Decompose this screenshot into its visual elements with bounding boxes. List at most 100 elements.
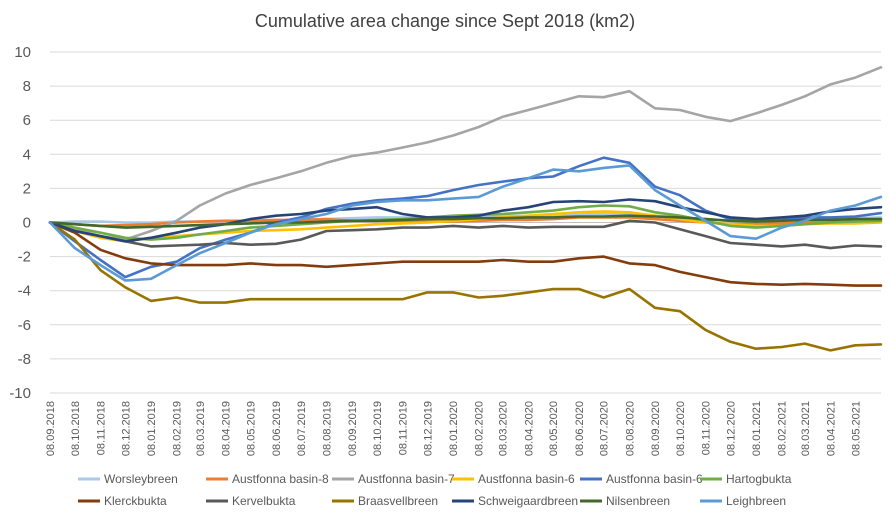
x-tick: 08.04.2021 [826,401,838,456]
series-line-6 [48,221,883,287]
x-tick-label: 08.05.2019 [245,401,257,456]
x-tick-label: 08.10.2020 [675,401,687,456]
legend-label: Austfonna basin-6 [606,472,703,486]
x-tick: 08.05.2021 [850,401,862,456]
x-tick: 08.12.2020 [725,401,737,456]
x-tick: 08.11.2019 [398,401,410,455]
legend-item: Leighbreen [700,494,786,508]
x-tick: 08.12.2018 [120,401,132,456]
x-tick-label: 08.09.2018 [45,401,57,456]
series-line-10 [48,214,883,229]
series-lines [48,66,883,352]
legend-item: Schweigaardbreen [452,494,578,508]
x-tick: 08.11.2018 [95,401,107,455]
x-tick-label: 08.04.2019 [220,401,232,456]
x-tick-label: 08.04.2021 [826,401,838,456]
x-tick-label: 08.09.2020 [650,401,662,456]
x-tick: 08.01.2020 [448,401,460,456]
x-tick: 08.11.2020 [701,401,713,455]
y-axis-ticks: 10 8 6 4 2 0 -2 -4 -6 -8 -10 [9,44,31,402]
y-tick-label: 10 [14,44,31,61]
legend-item: Kervelbukta [206,494,296,508]
x-tick-label: 08.11.2020 [701,401,713,455]
legend-item: Braasvellbreen [332,494,438,508]
x-tick: 08.01.2021 [751,401,763,456]
y-tick-label: 2 [23,180,31,197]
x-tick: 08.05.2020 [548,401,560,456]
x-tick-label: 08.12.2019 [422,401,434,456]
x-tick-label: 08.05.2020 [548,401,560,456]
x-tick: 08.08.2020 [624,401,636,456]
legend: Worsleybreen Austfonna basin-8 Austfonna b… [78,472,792,508]
x-tick: 08.09.2018 [45,401,57,456]
x-tick-label: 08.06.2020 [574,401,586,456]
x-tick: 08.03.2020 [498,401,510,456]
x-tick: 08.10.2018 [70,401,82,456]
legend-label: Worsleybreen [104,472,178,486]
legend-item: Austfonna basin-6 [580,472,703,486]
series-line-2 [48,66,883,241]
x-tick-label: 08.02.2019 [172,401,184,456]
x-tick: 08.06.2020 [574,401,586,456]
x-tick-label: 08.12.2020 [725,401,737,456]
y-tick-label: -8 [18,351,31,368]
y-tick-label: 0 [23,215,31,232]
x-tick: 08.05.2019 [245,401,257,456]
x-tick: 08.09.2019 [347,401,359,456]
x-tick: 08.01.2019 [146,401,158,456]
x-tick: 08.07.2020 [599,401,611,456]
x-tick-label: 08.02.2020 [474,401,486,456]
x-tick-label: 08.07.2020 [599,401,611,456]
legend-label: Austfonna basin-8 [232,472,329,486]
series-line-8 [48,221,883,352]
x-tick-label: 08.03.2020 [498,401,510,456]
x-tick-label: 08.07.2019 [296,401,308,456]
x-tick-label: 08.06.2019 [271,401,283,456]
legend-item: Worsleybreen [78,472,178,486]
legend-label: Austfonna basin-7 [358,472,455,486]
legend-label: Braasvellbreen [358,494,438,508]
x-tick: 08.02.2021 [777,401,789,456]
x-tick: 08.02.2019 [172,401,184,456]
series-line-9 [48,198,883,243]
x-tick-label: 08.09.2019 [347,401,359,456]
x-tick-label: 08.02.2021 [777,401,789,456]
series-line-11 [48,164,883,282]
x-tick: 08.12.2019 [422,401,434,456]
x-tick-label: 08.10.2019 [372,401,384,456]
x-tick-label: 08.11.2018 [95,401,107,455]
legend-item: Nilsenbreen [580,494,670,508]
x-tick-label: 08.01.2020 [448,401,460,456]
x-tick-label: 08.05.2021 [850,401,862,456]
legend-label: Nilsenbreen [606,494,670,508]
y-tick-label: 4 [23,146,31,163]
legend-label: Hartogbukta [726,472,792,486]
y-tick-label: -10 [9,385,31,402]
y-tick-label: 8 [23,78,31,95]
x-tick: 08.04.2020 [523,401,535,456]
y-tick-label: -4 [18,283,31,300]
x-tick: 08.03.2019 [195,401,207,456]
x-tick-label: 08.04.2020 [523,401,535,456]
x-tick-label: 08.08.2020 [624,401,636,456]
x-tick: 08.10.2019 [372,401,384,456]
series-line-7 [48,219,883,250]
legend-item: Hartogbukta [700,472,792,486]
legend-item: Klerckbukta [78,494,167,508]
x-tick-label: 08.08.2019 [321,401,333,456]
y-tick-label: 6 [23,112,31,129]
legend-item: Austfonna basin-8 [206,472,329,486]
x-tick-label: 08.11.2019 [398,401,410,455]
x-tick: 08.02.2020 [474,401,486,456]
x-axis-ticks: 08.09.2018 08.10.2018 08.11.2018 08.12.2018… [45,401,862,456]
x-tick: 08.09.2020 [650,401,662,456]
legend-item: Austfonna basin-6 [452,472,575,486]
x-tick-label: 08.01.2019 [146,401,158,456]
x-tick: 08.08.2019 [321,401,333,456]
legend-label: Kervelbukta [232,494,296,508]
legend-item: Austfonna basin-7 [332,472,455,486]
legend-label: Schweigaardbreen [478,494,578,508]
legend-label: Austfonna basin-6 [478,472,575,486]
x-tick-label: 08.01.2021 [751,401,763,456]
